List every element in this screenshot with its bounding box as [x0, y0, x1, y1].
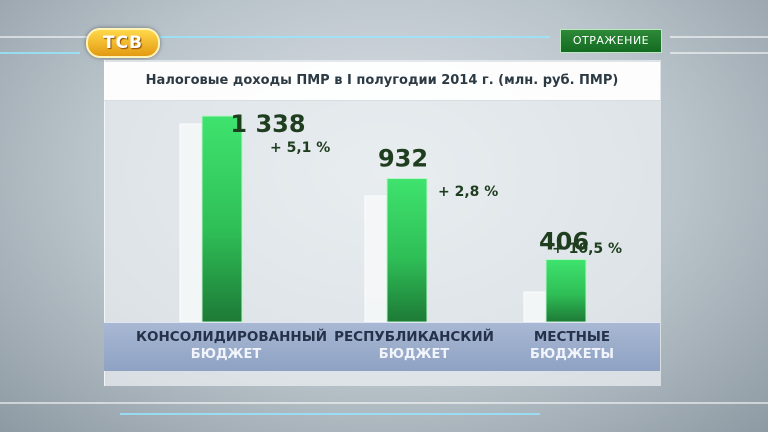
category-label: КОНСОЛИДИРОВАННЫЙ БЮДЖЕТ — [136, 328, 328, 364]
change-label: + 2,8 % — [438, 184, 498, 200]
program-badge: ОТРАЖЕНИЕ — [560, 29, 662, 53]
value-label: 932 — [378, 145, 428, 173]
category-label-line2: БЮДЖЕТ — [190, 347, 262, 362]
bar — [545, 258, 587, 323]
category-labels-bar: КОНСОЛИДИРОВАННЫЙ БЮДЖЕТ РЕСПУБЛИКАНСКИЙ… — [104, 322, 660, 371]
decor-line — [0, 52, 80, 54]
category-label-line1: МЕСТНЫЕ — [533, 329, 611, 345]
ghost-bar — [179, 123, 203, 323]
bar — [201, 115, 243, 323]
bar — [386, 178, 428, 323]
decor-line — [0, 36, 90, 38]
change-label: + 10,5 % — [552, 241, 622, 257]
change-label: + 5,1 % — [270, 140, 330, 156]
category-label-line1: КОНСОЛИДИРОВАННЫЙ — [136, 329, 328, 345]
ghost-bar — [523, 291, 547, 323]
decor-line — [670, 36, 768, 38]
channel-logo: ТСВ — [86, 28, 160, 58]
decor-line — [0, 402, 768, 404]
decor-line — [670, 52, 768, 54]
decor-line — [160, 36, 550, 38]
category-label: РЕСПУБЛИКАНСКИЙ БЮДЖЕТ — [324, 328, 504, 364]
category-label: МЕСТНЫЕ БЮДЖЕТЫ — [482, 328, 662, 364]
category-label-line1: РЕСПУБЛИКАНСКИЙ — [334, 329, 494, 345]
chart-title: Налоговые доходы ПМР в I полугодии 2014 … — [145, 73, 619, 88]
decor-line — [120, 413, 540, 415]
category-label-line2: БЮДЖЕТ — [378, 347, 450, 362]
channel-logo-text: ТСВ — [102, 33, 144, 53]
chart-title-bar: Налоговые доходы ПМР в I полугодии 2014 … — [104, 62, 660, 101]
ghost-bar — [364, 195, 388, 323]
category-label-line2: БЮДЖЕТЫ — [530, 347, 614, 362]
value-label: 406 — [539, 227, 589, 255]
value-label: 1 338 — [230, 110, 305, 138]
